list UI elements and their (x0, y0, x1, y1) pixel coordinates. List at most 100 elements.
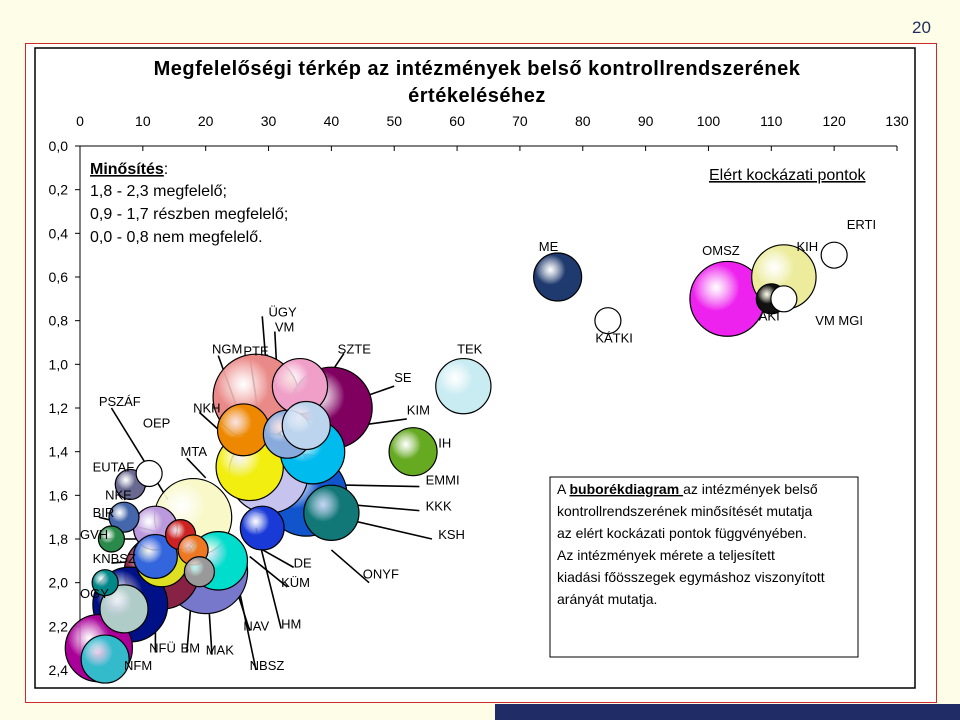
bubble-label: NAV (243, 619, 269, 634)
bubble (239, 505, 285, 551)
bubble (388, 427, 438, 477)
bubble-label: KÁTKI (595, 331, 633, 346)
bubble-label: KKK (426, 499, 452, 514)
bubble-label: VM (275, 320, 295, 335)
bubble (108, 501, 140, 533)
bubble-label: HM (281, 617, 301, 632)
bubble-label: GVH (80, 527, 108, 542)
chart-title-line1: Megfelelőségi térkép az intézmények bels… (154, 58, 801, 80)
bubble-label: ONYF (363, 566, 399, 581)
x-axis-title: Elért kockázati pontok (709, 167, 867, 184)
bubble (97, 525, 126, 553)
bubble (303, 484, 360, 541)
bubble-label: SE (394, 370, 412, 385)
x-tick-label: 110 (760, 113, 783, 129)
y-axis: 0,0 0,2 0,4 0,6 0,8 1,0 1,2 1,4 1,6 1,8 2,0 2,2 2,4 (49, 138, 81, 678)
footer-bar (495, 704, 960, 720)
svg-text:A buborékdiagram az intézménye: A buborékdiagram az intézmények belső (557, 481, 818, 497)
bubble-label: TEK (457, 341, 483, 356)
bubble-label: ERTI (847, 217, 876, 232)
rating-legend: Minősítés: 1,8 - 2,3 megfelelő; 0,9 - 1,… (90, 161, 288, 246)
y-tick-label: 0,6 (49, 269, 69, 285)
x-tick-label: 130 (885, 113, 909, 129)
bubble-label: PTE (243, 344, 269, 359)
annotation-line: arányát mutatja. (557, 591, 657, 607)
y-tick-label: 1,2 (49, 400, 69, 416)
y-tick-label: 2,0 (49, 575, 69, 591)
page-number: 20 (912, 18, 931, 37)
bubble-label: NBSZ (250, 658, 285, 673)
bubble-label: OMSZ (702, 243, 740, 258)
chart-title-line2: értékeléséhez (408, 85, 546, 107)
bubble (533, 252, 583, 302)
bubble-label: NGM (212, 341, 242, 356)
annotation-post: az intézmények belső (683, 481, 818, 497)
bubbles (64, 241, 848, 684)
y-tick-label: 1,8 (49, 531, 69, 547)
bubble-label: EMMI (426, 472, 460, 487)
annotation-line: Az intézmények mérete a teljesített (557, 547, 775, 563)
y-tick-label: 1,4 (49, 444, 69, 460)
x-axis: 0 10 20 30 40 50 60 70 80 90 100 110 120 130 (76, 113, 909, 151)
bubble-label: KIH (796, 239, 818, 254)
x-tick-label: 50 (386, 113, 402, 129)
svg-text:Minősítés:: Minősítés: (90, 161, 168, 178)
bubble-label: NFÜ (149, 641, 176, 656)
x-tick-label: 90 (638, 113, 654, 129)
bubble-label: MAK (206, 643, 235, 658)
bubble-label: NKH (193, 400, 220, 415)
annotation-line: kiadási főösszegek egymáshoz viszonyítot… (557, 569, 825, 585)
x-tick-label: 40 (324, 113, 340, 129)
x-tick-label: 60 (449, 113, 465, 129)
legend-title: Minősítés (90, 161, 164, 178)
bubble-label: OGY (80, 586, 109, 601)
bubble (281, 400, 331, 451)
x-tick-label: 100 (697, 113, 721, 129)
x-tick-label: 120 (822, 113, 846, 129)
bubble-label: KSH (438, 527, 465, 542)
bubble (132, 533, 178, 579)
y-tick-label: 2,2 (49, 618, 69, 634)
bubble (435, 357, 492, 415)
bubble (91, 569, 119, 597)
bubble (820, 241, 848, 269)
bubble (183, 556, 216, 588)
bubble (135, 459, 163, 488)
bubble-label: ÜGY (269, 304, 298, 319)
bubble-label: NKE (105, 488, 132, 503)
x-tick-label: 30 (261, 113, 277, 129)
bubble-label: KIM (407, 403, 430, 418)
legend-title-suffix: : (164, 161, 168, 178)
y-tick-label: 2,4 (49, 662, 69, 678)
bubble (216, 403, 270, 457)
bubble-label: AKI (759, 309, 780, 324)
bubble-label: BM (181, 641, 201, 656)
y-tick-label: 0,4 (49, 225, 69, 241)
bubble (770, 285, 798, 313)
x-tick-label: 20 (198, 113, 214, 129)
bubble-label: SZTE (338, 341, 372, 356)
leader-line (186, 457, 207, 479)
bubble-label: PSZÁF (99, 394, 141, 409)
annotation-box: A buborékdiagram az intézmények belső ko… (549, 476, 859, 658)
legend-line: 0,0 - 0,8 nem megfelelő. (90, 229, 263, 246)
bubble (80, 634, 130, 684)
y-tick-label: 0,2 (49, 182, 69, 198)
bubble (594, 307, 622, 335)
y-tick-label: 1,6 (49, 487, 69, 503)
bubble-label: OEP (143, 416, 170, 431)
annotation-line: kontrollrendszerének minősítését mutatja (557, 503, 812, 519)
x-tick-label: 10 (135, 113, 151, 129)
leader-line (249, 555, 288, 588)
bubble-label: KÜM (281, 575, 310, 590)
y-tick-label: 1,0 (49, 356, 69, 372)
bubble-label: MTA (181, 444, 208, 459)
legend-line: 0,9 - 1,7 részben megfelelő; (90, 206, 288, 223)
bubble-label: IH (438, 435, 451, 450)
bubble-label: KNBSZ (93, 551, 136, 566)
legend-line: 1,8 - 2,3 megfelelő; (90, 183, 227, 200)
x-tick-label: 80 (575, 113, 591, 129)
x-tick-label: 70 (512, 113, 528, 129)
